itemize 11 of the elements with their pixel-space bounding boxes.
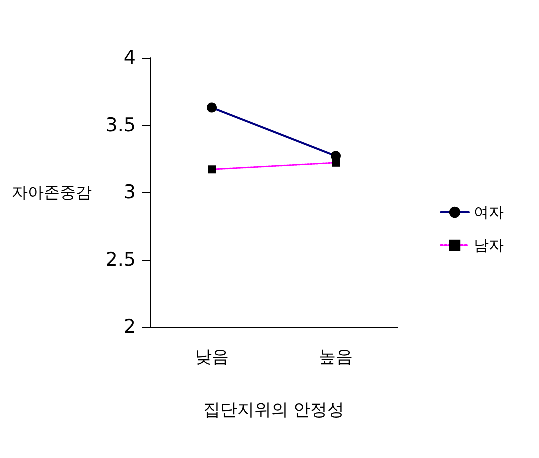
y-tick-label: 3	[124, 182, 136, 204]
y-tick-label: 2.5	[106, 248, 136, 271]
y-axis-title: 자아존중감	[12, 183, 92, 202]
y-tick-label: 2	[124, 316, 136, 338]
x-tick-label: 높음	[319, 348, 353, 368]
x-tick-label: 낮음	[195, 348, 229, 368]
x-axis-title: 집단지위의 안정성	[203, 400, 345, 420]
y-tick-label: 3.5	[106, 114, 136, 136]
y-tick-label: 4	[124, 47, 136, 69]
legend-label: 여자	[474, 204, 504, 222]
legend-label: 남자	[474, 236, 504, 254]
